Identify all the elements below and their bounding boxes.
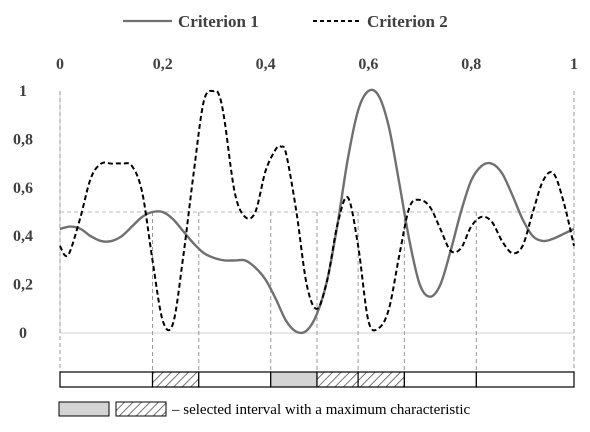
interval-bar [59,371,575,388]
legend-label-criterion-2: Criterion 2 [367,12,448,31]
x-tick-label: 0,8 [461,56,481,73]
y-tick-label: 0,8 [13,131,33,148]
interval-segment-none [59,371,154,388]
y-tick-label: 1 [19,83,27,100]
x-tick-label: 0,6 [358,56,378,73]
y-tick-label: 0,4 [13,228,33,245]
interval-segment-hatched [357,371,405,388]
interval-segment-hatched [151,371,200,388]
note-swatch-hatched [115,401,167,417]
series-line-criterion-2 [59,89,575,332]
series [59,88,575,335]
interval-segment-none [198,371,272,388]
note-text: – selected interval with a maximum chara… [171,402,471,418]
legend: Criterion 1 Criterion 2 [123,12,448,31]
interval-segment-hatched [316,371,359,388]
interval-segment-none [475,371,575,388]
y-tick-label: 0,6 [13,180,33,197]
y-axis-ticks: 0 0,2 0,4 0,6 0,8 1 [13,83,33,342]
x-tick-label: 0 [56,56,64,73]
note-swatch-gray [58,401,110,417]
x-tick-label: 0,2 [153,56,173,73]
interval-segment-none [403,371,477,388]
y-tick-label: 0,2 [13,277,33,294]
y-tick-label: 0 [19,325,27,342]
x-axis-ticks: 0 0,2 0,4 0,6 0,8 1 [56,56,578,73]
selection-note: – selected interval with a maximum chara… [58,401,471,418]
x-tick-label: 0,4 [256,56,276,73]
legend-label-criterion-1: Criterion 1 [178,12,259,31]
x-tick-label: 1 [570,56,578,73]
interval-segment-gray [270,371,318,388]
